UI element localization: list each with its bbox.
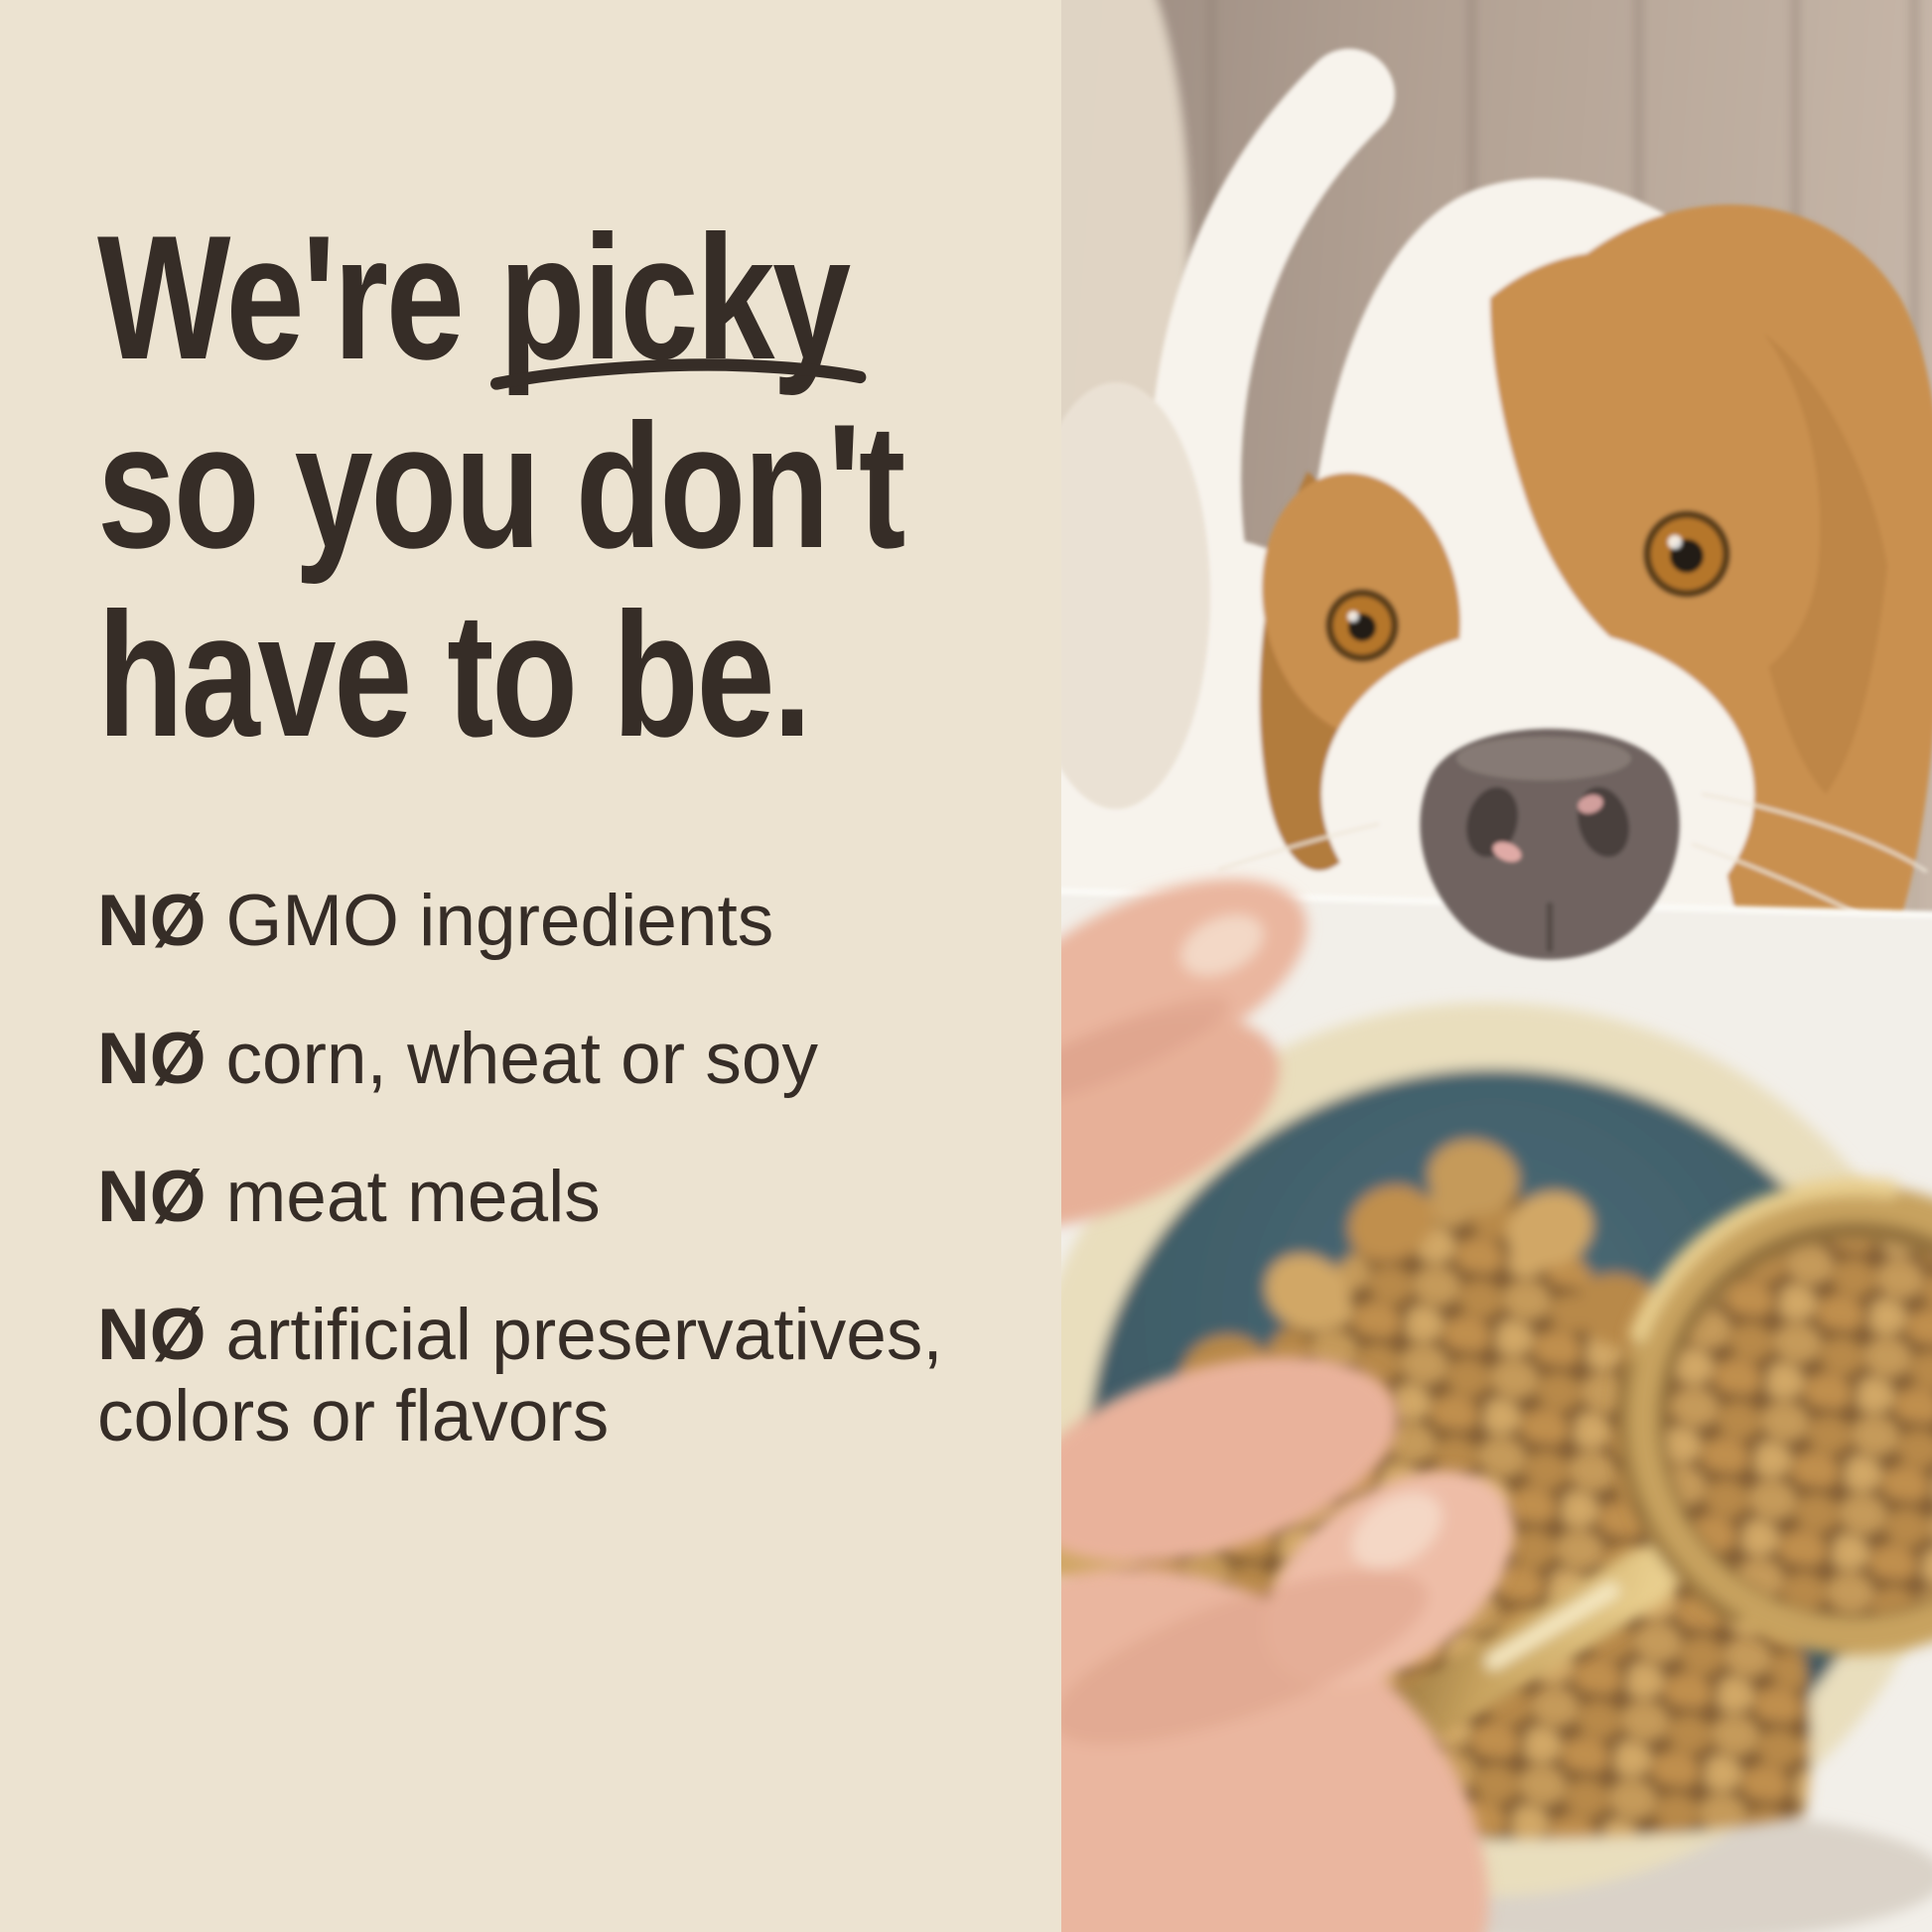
- headline: We're picky so you don't have to be.: [97, 204, 1061, 769]
- scoop-hand-finger: [1061, 1356, 1399, 1563]
- headline-line-1: We're picky: [97, 204, 1061, 392]
- dog-right-eye-patch: [1490, 251, 1821, 687]
- headline-line-3: have to be.: [97, 576, 812, 773]
- dog-left-eye: [1325, 589, 1399, 662]
- claim-text: artificial preservatives, colors or flav…: [97, 1295, 943, 1456]
- headline-line-2: so you don't: [97, 387, 905, 585]
- claim-text: GMO ingredients: [225, 881, 774, 961]
- dog-left-nostril: [1466, 786, 1518, 858]
- dog-nose: [1420, 729, 1680, 960]
- claim-text: corn, wheat or soy: [225, 1019, 818, 1099]
- scoop-hand: [1061, 1356, 1514, 1932]
- claims-list: NØ GMO ingredients NØ corn, wheat or soy N…: [97, 881, 951, 1457]
- hand-drawn-underline: [489, 358, 867, 390]
- dog-right-eye: [1643, 510, 1730, 598]
- underlined-word: picky: [489, 204, 867, 392]
- claim-text: meat meals: [225, 1157, 601, 1237]
- bowl-hand-finger: [1061, 1015, 1280, 1229]
- claim-item-gmo: NØ GMO ingredients: [97, 881, 951, 962]
- text-panel: We're picky so you don't have to be. NØ G…: [97, 203, 1061, 1457]
- scoop-handle-highlight: [1484, 1582, 1620, 1670]
- dog-photo: [1061, 0, 1932, 1932]
- thumbnail-nail: [1351, 1492, 1443, 1570]
- claim-item-preservatives: NØ artificial preservatives, colors or fl…: [97, 1295, 951, 1457]
- no-prefix: NØ: [97, 1295, 207, 1375]
- no-prefix: NØ: [97, 1019, 207, 1099]
- headline-pre: We're: [97, 199, 499, 396]
- no-prefix: NØ: [97, 1157, 207, 1237]
- no-prefix: NØ: [97, 881, 207, 961]
- bowl-hand: [1061, 879, 1308, 1229]
- scoop-rim-highlight: [1627, 1177, 1898, 1344]
- fingernail: [1180, 914, 1264, 976]
- scoop-cup-kibble: [1667, 1241, 1932, 1614]
- scoop: [1370, 1177, 1932, 1755]
- claim-item-meat-meals: NØ meat meals: [97, 1157, 951, 1238]
- claim-item-corn-wheat-soy: NØ corn, wheat or soy: [97, 1019, 951, 1100]
